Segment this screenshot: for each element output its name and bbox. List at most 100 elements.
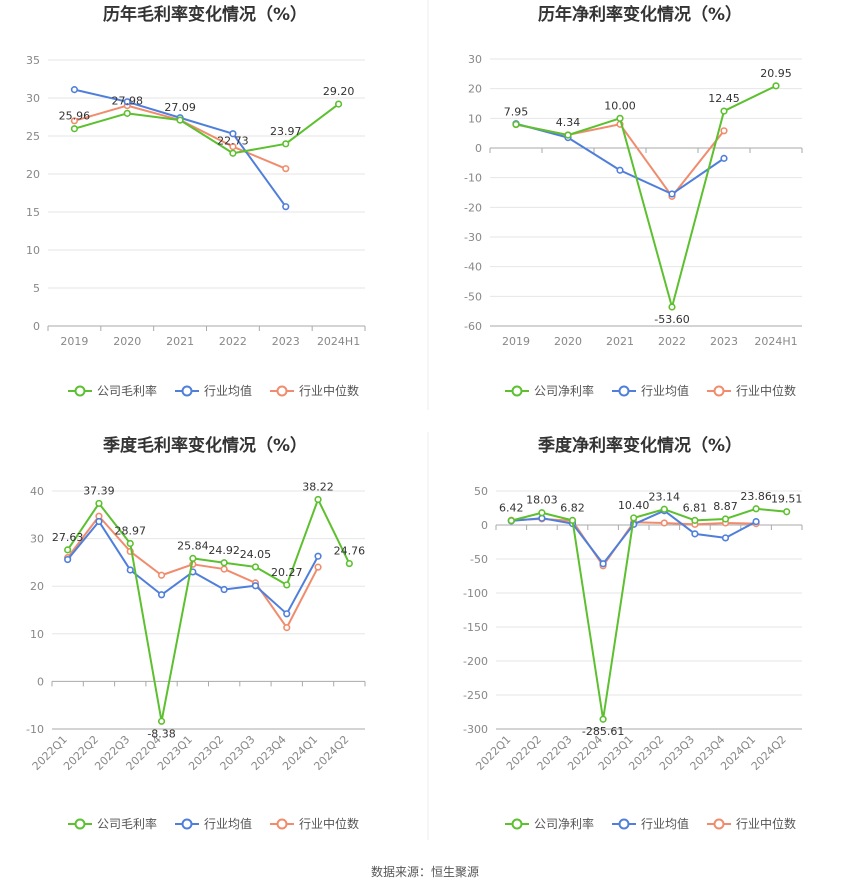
legend-item-1[interactable]: 行业均值 [175,383,252,398]
data-label: 24.92 [208,544,240,557]
legend-marker [511,385,523,397]
data-point[interactable] [126,566,134,574]
data-point[interactable] [157,717,166,725]
x-tick-label: 2024H1 [754,335,797,348]
data-point[interactable] [126,539,134,548]
y-tick-label: -50 [470,553,488,566]
data-point[interactable] [176,116,184,124]
y-tick-label: 40 [30,485,44,498]
data-point[interactable] [691,516,699,524]
data-point[interactable] [783,508,791,516]
data-label: 27.98 [112,94,144,107]
legend-marker [618,385,630,397]
legend-item-1[interactable]: 行业均值 [612,383,689,398]
data-point[interactable] [538,509,546,517]
y-tick-label: 5 [33,282,40,295]
legend-item-0[interactable]: 公司毛利率 [68,816,157,831]
data-point[interactable] [220,585,228,594]
chart-title: 季度毛利率变化情况（%） [103,435,307,456]
legend-marker [276,385,288,397]
data-point[interactable] [283,581,291,589]
data-point[interactable] [668,190,676,198]
data-point[interactable] [334,100,343,108]
data-point[interactable] [64,546,72,554]
chart-title: 历年净利率变化情况（%） [538,4,742,25]
data-label: 24.05 [240,548,272,561]
data-point[interactable] [691,530,699,538]
data-point[interactable] [282,165,290,173]
data-point[interactable] [507,517,515,525]
data-point[interactable] [721,534,730,542]
data-point[interactable] [70,117,79,125]
data-point[interactable] [512,120,520,129]
data-point[interactable] [599,715,607,723]
data-point[interactable] [721,515,730,523]
x-tick-label: 2023 [710,335,738,348]
data-point[interactable] [568,516,577,524]
data-point[interactable] [314,563,322,571]
y-tick-label: -100 [463,587,488,600]
data-point[interactable] [283,610,291,618]
data-point[interactable] [616,166,624,174]
legend-item-2[interactable]: 行业中位数 [270,383,359,398]
data-point[interactable] [220,565,228,573]
data-point[interactable] [564,131,572,139]
data-point[interactable] [123,98,131,106]
data-label: 6.81 [683,501,708,514]
legend-item-0[interactable]: 公司净利率 [505,383,594,398]
data-point[interactable] [616,114,624,122]
legend-item-2[interactable]: 行业中位数 [707,383,796,398]
data-point[interactable] [314,495,322,504]
data-point[interactable] [70,86,79,94]
data-point[interactable] [64,555,72,564]
data-point[interactable] [599,560,607,568]
legend-item-0[interactable]: 公司毛利率 [68,383,157,398]
data-label: 10.00 [604,99,636,112]
data-point[interactable] [660,505,668,513]
y-tick-label: 20 [30,580,44,593]
data-label: 6.42 [499,502,524,515]
data-point[interactable] [220,559,228,567]
x-tick-label: 2021 [166,335,194,348]
data-point[interactable] [282,140,290,148]
data-point[interactable] [630,514,638,522]
data-point[interactable] [70,125,79,133]
data-point[interactable] [772,82,780,90]
y-tick-label: -300 [463,723,488,736]
data-point[interactable] [157,571,166,579]
data-point[interactable] [668,303,676,311]
data-point[interactable] [229,149,237,157]
legend-item-1[interactable]: 行业均值 [175,816,252,831]
data-point[interactable] [720,127,728,135]
data-point[interactable] [189,554,197,563]
data-point[interactable] [720,107,728,115]
legend-marker [713,385,725,397]
data-point[interactable] [752,517,760,526]
data-point[interactable] [752,505,760,513]
data-point[interactable] [345,559,353,568]
data-point[interactable] [660,519,668,527]
legend-item-2[interactable]: 行业中位数 [270,816,359,831]
data-point[interactable] [95,499,103,508]
data-point[interactable] [123,109,131,117]
data-point[interactable] [95,517,103,526]
data-point[interactable] [229,130,237,138]
legend-item-2[interactable]: 行业中位数 [707,816,796,831]
series-line-1 [515,122,725,195]
legend-item-0[interactable]: 公司净利率 [505,816,594,831]
data-point[interactable] [251,563,260,571]
data-point[interactable] [282,203,290,211]
y-tick-label: -150 [463,621,488,634]
legend-label: 行业均值 [204,816,252,831]
legend-item-1[interactable]: 行业均值 [612,816,689,831]
data-point[interactable] [720,154,728,162]
chart-title: 季度净利率变化情况（%） [538,435,742,456]
data-point[interactable] [314,552,322,560]
series-line-2 [515,123,725,198]
data-point[interactable] [251,582,260,590]
data-point[interactable] [229,143,237,151]
data-point[interactable] [283,624,291,632]
chart-title: 历年毛利率变化情况（%） [103,4,307,25]
data-point[interactable] [157,591,166,599]
y-tick-label: 10 [468,112,482,125]
